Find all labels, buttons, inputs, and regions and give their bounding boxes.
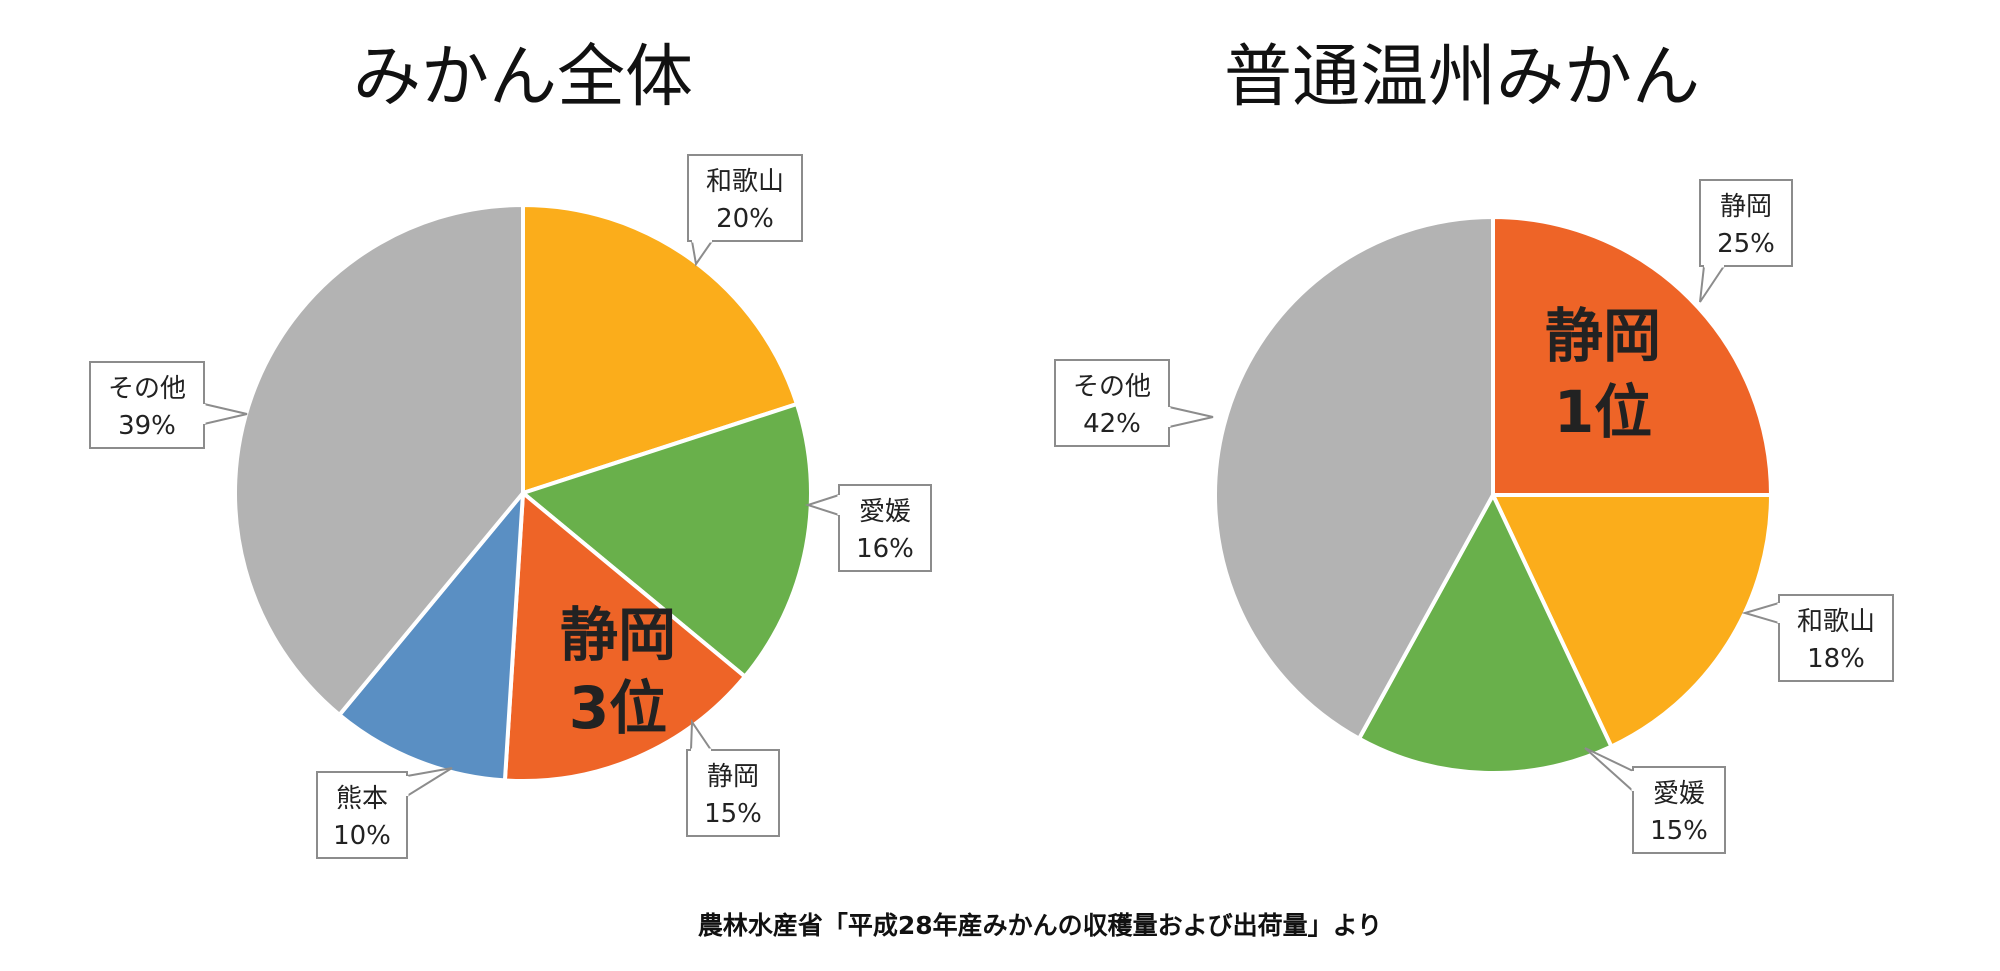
callout-pointer <box>1699 265 1726 303</box>
callout-label: 和歌山 <box>1797 607 1875 637</box>
callout-label: 静岡 <box>1720 192 1772 222</box>
callout-label: 愛媛 <box>859 497 911 527</box>
callout-label: 愛媛 <box>1653 779 1705 809</box>
callout-box <box>316 771 408 859</box>
callout-label: 熊本 <box>336 784 388 814</box>
pie-slice-3 <box>1213 215 1495 741</box>
highlight-shizuoka-rank-line1: 静岡 <box>560 601 676 669</box>
callout-box <box>1778 594 1894 682</box>
callout-0: 静岡 25% <box>1699 179 1793 303</box>
callout-4: その他 39% <box>89 361 248 449</box>
callout-label: その他 <box>108 374 186 404</box>
callout-value: 16% <box>856 534 914 564</box>
callout-3: 熊本 10% <box>316 767 453 859</box>
chart-title-mikan-total: みかん全体 <box>353 38 693 117</box>
callout-pointer <box>203 402 248 426</box>
callout-2: 愛媛 15% <box>1584 747 1726 854</box>
callout-value: 20% <box>716 204 774 234</box>
callout-value: 25% <box>1717 229 1775 259</box>
callout-value: 10% <box>333 821 391 851</box>
source-note: 農林水産省「平成28年産みかんの収穫量および出荷量」より <box>698 911 1382 940</box>
pie-slice-0 <box>1491 215 1773 497</box>
callout-value: 42% <box>1083 409 1141 439</box>
highlight-shizuoka-rank-line2: 1位 <box>1554 378 1652 446</box>
callout-pointer <box>689 718 713 751</box>
highlight-shizuoka-rank-line1: 静岡 <box>1545 302 1661 370</box>
callout-value: 39% <box>118 411 176 441</box>
pie-chart-futsu-unshu: 普通温州みかん 静岡 25% 和歌山 18% 愛媛 15% その他 42% 静岡 1位 <box>1054 38 1894 854</box>
callout-label: 静岡 <box>707 762 759 792</box>
callout-2: 静岡 15% <box>686 718 780 837</box>
callout-pointer <box>1584 747 1634 794</box>
callout-value: 15% <box>1650 816 1708 846</box>
callout-pointer <box>406 767 453 798</box>
chart-title-futsu-unshu: 普通温州みかん <box>1224 38 1700 117</box>
callout-box <box>89 361 205 449</box>
pie-slice-1 <box>1491 493 1773 749</box>
pie-slice-0 <box>521 203 799 495</box>
callout-pointer <box>1168 405 1214 429</box>
callout-label: 和歌山 <box>706 167 784 197</box>
pie-slice-2 <box>502 491 747 783</box>
callout-value: 18% <box>1807 644 1865 674</box>
pie-slice-1 <box>521 402 813 679</box>
callout-3: その他 42% <box>1054 359 1214 447</box>
pie-chart-mikan-total: みかん全体 和歌山 20% 愛媛 16% 静岡 15% 熊本 10% その他 39% 静岡 3位 <box>89 38 932 859</box>
callout-pointer <box>690 240 714 267</box>
callout-box <box>1054 359 1170 447</box>
callout-1: 和歌山 18% <box>1741 594 1894 682</box>
callout-box <box>838 484 932 572</box>
pie-slice-4 <box>233 203 525 717</box>
callout-1: 愛媛 16% <box>804 484 932 572</box>
callout-box <box>1632 766 1726 854</box>
callout-0: 和歌山 20% <box>687 154 803 267</box>
callout-box <box>686 749 780 837</box>
callout-label: その他 <box>1073 372 1151 402</box>
callout-value: 15% <box>704 799 762 829</box>
callout-box <box>687 154 803 242</box>
pie-slice-3 <box>337 491 525 783</box>
highlight-shizuoka-rank-line2: 3位 <box>569 674 667 742</box>
pie-slice-2 <box>1357 493 1614 775</box>
callout-box <box>1699 179 1793 267</box>
